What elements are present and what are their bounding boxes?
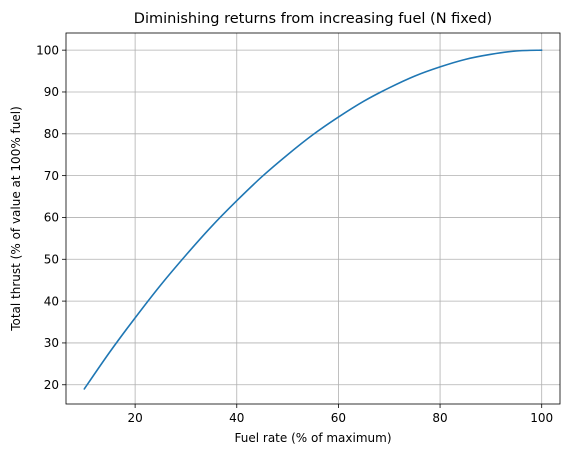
y-tick-label: 60 <box>44 211 59 225</box>
series-layer <box>83 49 543 390</box>
plot-frame <box>65 32 561 405</box>
ticks: 20 40 60 80 100 20 30 40 50 60 70 80 90 100 <box>36 43 553 425</box>
y-tick-label: 70 <box>44 169 59 183</box>
y-axis-label: Total thrust (% of value at 100% fuel) <box>9 106 23 332</box>
chart-title: Diminishing returns from increasing fuel… <box>134 11 492 27</box>
x-tick-label: 20 <box>127 411 142 425</box>
y-tick-label: 50 <box>44 252 59 266</box>
y-tick-label: 90 <box>44 85 59 99</box>
grid <box>66 33 560 404</box>
y-tick-label: 40 <box>44 294 59 308</box>
series-line-0 <box>83 49 543 390</box>
x-tick-label: 60 <box>331 411 346 425</box>
x-tick-label: 80 <box>432 411 447 425</box>
y-tick-label: 80 <box>44 127 59 141</box>
y-tick-label: 30 <box>44 336 59 350</box>
x-axis-label: Fuel rate (% of maximum) <box>235 431 392 445</box>
y-tick-label: 20 <box>44 378 59 392</box>
x-tick-label: 40 <box>229 411 244 425</box>
y-tick-label: 100 <box>36 43 59 57</box>
x-tick-label: 100 <box>530 411 553 425</box>
